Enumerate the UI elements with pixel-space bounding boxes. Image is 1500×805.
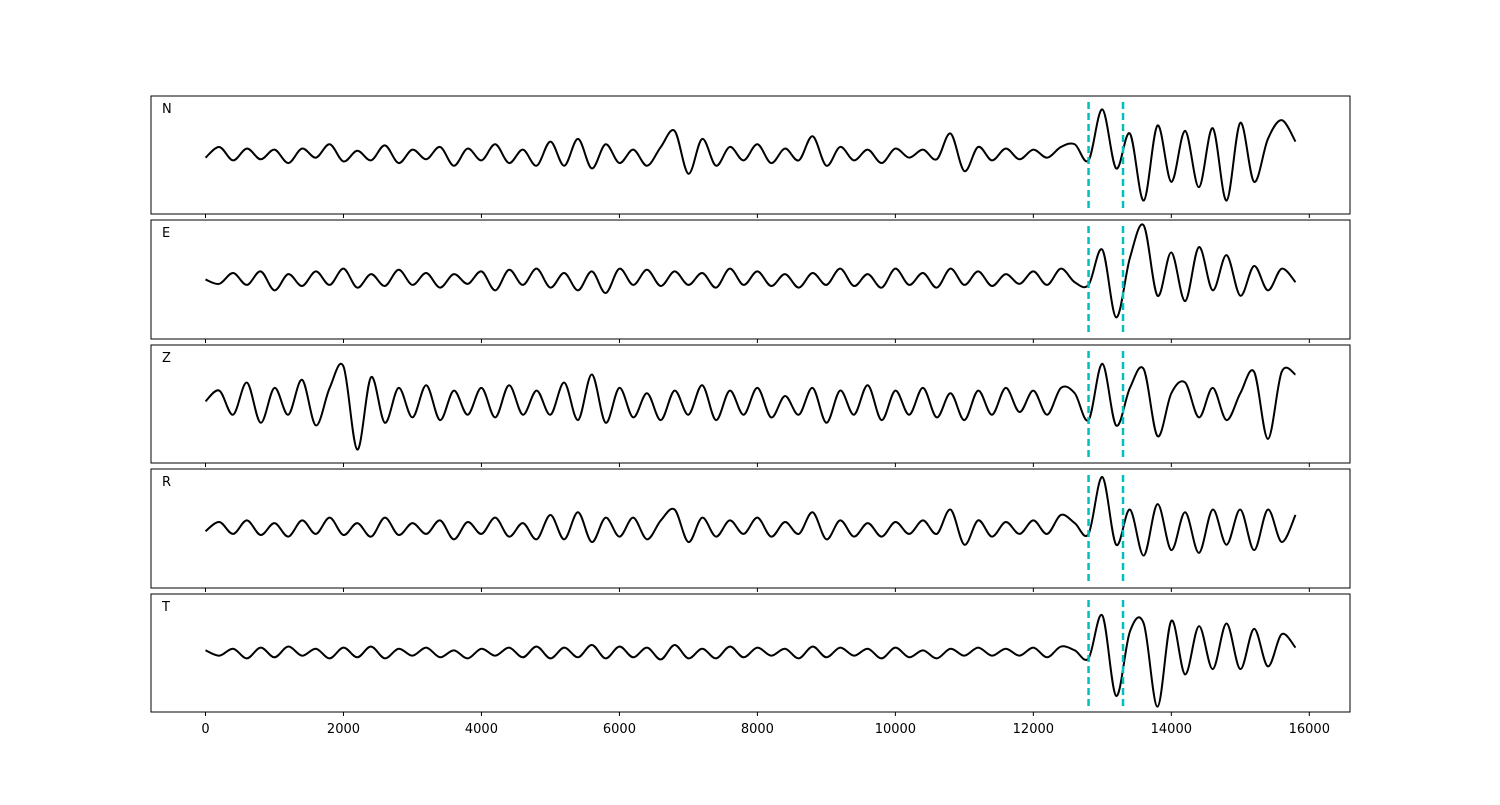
panel-frame [150,344,1351,464]
x-tick-label: 14000 [1151,722,1192,737]
x-tick-label: 2000 [327,722,360,737]
panel-label: N [162,102,172,117]
panel-label: R [162,475,171,490]
panel-frame [150,219,1351,340]
x-tick-label: 10000 [875,722,916,737]
x-tick-label: 0 [201,722,209,737]
panel-r: R [150,468,1351,592]
x-tick-label: 8000 [741,722,774,737]
panel-n: N [150,95,1351,218]
x-tick-label: 6000 [603,722,636,737]
x-tick-label: 16000 [1289,722,1330,737]
x-tick-label: 12000 [1013,722,1054,737]
panel-label: T [161,600,170,615]
panel-e: E [150,219,1351,343]
waveform-line [204,362,1297,451]
waveform-line [205,614,1297,708]
waveform-line [204,476,1297,557]
panel-frame [150,593,1351,713]
panel-frame [150,95,1351,215]
waveform-line [205,223,1297,319]
panel-label: Z [162,351,171,366]
panel-t: T 0 2000 4000 6000 8000 10000 12000 14000 16000 [150,593,1351,737]
panel-z: Z [150,344,1351,467]
x-tick-label: 4000 [465,722,498,737]
waveform-line [204,108,1297,202]
panel-label: E [162,226,170,241]
panel-frame [150,468,1351,589]
